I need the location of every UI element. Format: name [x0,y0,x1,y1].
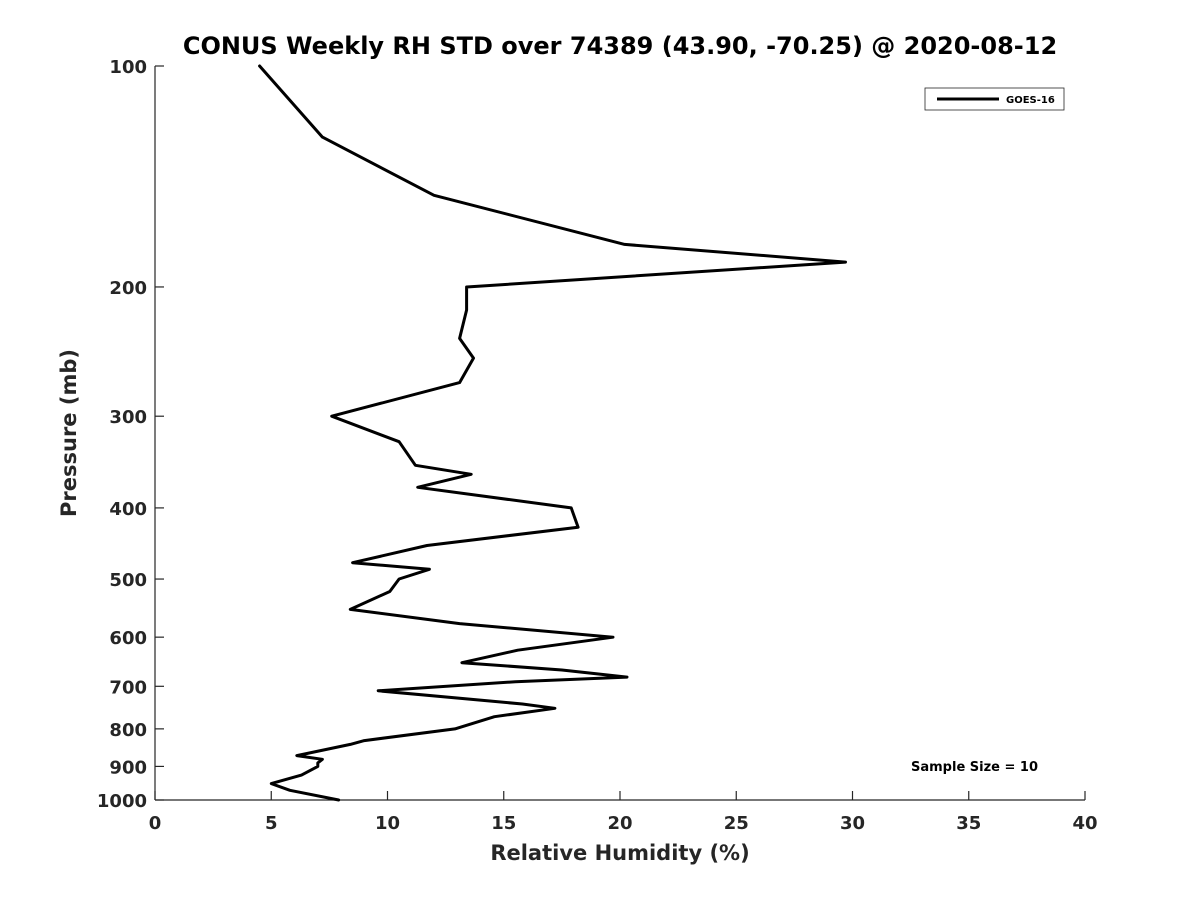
x-axis-label: Relative Humidity (%) [490,841,749,865]
y-tick-label: 500 [109,570,147,591]
x-tick-label: 35 [956,813,981,834]
y-tick-label: 700 [109,677,147,698]
x-tick-label: 30 [840,813,865,834]
y-tick-label: 300 [109,407,147,428]
y-tick-label: 800 [109,720,147,741]
x-tick-label: 20 [607,813,632,834]
x-axis-ticks: 0 5 10 15 20 25 30 35 40 [149,791,1098,834]
y-tick-label: 1000 [97,791,147,812]
x-tick-label: 0 [149,813,162,834]
y-tick-label: 200 [109,278,147,299]
y-tick-label: 400 [109,499,147,520]
series-layer [258,64,847,802]
x-tick-label: 5 [265,813,278,834]
y-tick-label: 600 [109,628,147,649]
y-axis-label: Pressure (mb) [57,349,81,517]
x-tick-label: 15 [491,813,516,834]
x-tick-label: 40 [1072,813,1097,834]
series-line-goes-16 [258,64,847,802]
chart-title: CONUS Weekly RH STD over 74389 (43.90, -… [183,32,1057,60]
legend-label-goes-16: GOES-16 [1006,95,1055,106]
y-tick-label: 100 [109,57,147,78]
x-tick-label: 10 [375,813,400,834]
legend: GOES-16 [924,87,1065,111]
y-tick-label: 900 [109,757,147,778]
sample-size-annotation: Sample Size = 10 [911,760,1038,775]
y-axis-ticks: 100 200 300 400 500 600 700 800 900 1000 [97,57,164,812]
plot-area [154,66,1085,801]
x-tick-label: 25 [724,813,749,834]
